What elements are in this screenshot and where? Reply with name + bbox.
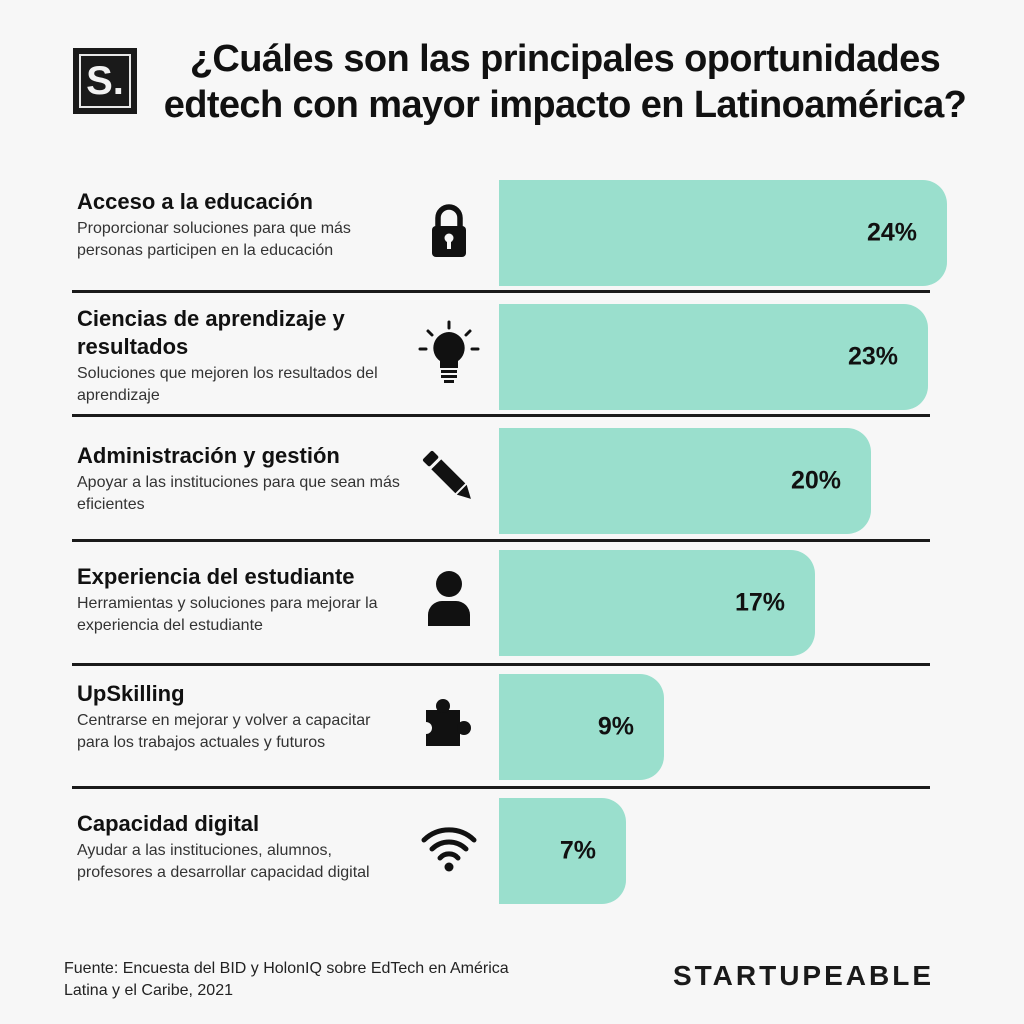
category-text: UpSkilling Centrarse en mejorar y volver…: [77, 680, 402, 754]
bar-value-label: 20%: [790, 466, 841, 495]
bar-value-label: 7%: [559, 836, 596, 865]
brand-wordmark: STARTUPEABLE: [672, 960, 934, 991]
category-description: Herramientas y soluciones para mejorar l…: [77, 595, 378, 634]
bar: 7%: [499, 798, 626, 904]
puzzle-piece-icon: [414, 690, 484, 760]
wifi-icon: [414, 814, 484, 884]
category-title: Acceso a la educación: [77, 189, 313, 214]
bar: 20%: [499, 428, 871, 534]
category-description: Centrarse en mejorar y volver a capacita…: [77, 712, 371, 751]
category-title: Experiencia del estudiante: [77, 564, 355, 589]
row-divider: [72, 539, 930, 542]
category-text: Ciencias de aprendizaje y resultados Sol…: [77, 305, 402, 407]
lightbulb-icon: [414, 319, 484, 389]
source-note: Fuente: Encuesta del BID y HolonIQ sobre…: [64, 960, 509, 999]
category-title: Administración y gestión: [77, 443, 340, 468]
row-divider: [72, 290, 930, 293]
category-text: Experiencia del estudiante Herramientas …: [77, 563, 402, 637]
row-divider: [72, 663, 930, 666]
category-title: UpSkilling: [77, 681, 185, 706]
bar-value-label: 23%: [847, 342, 898, 371]
category-description: Apoyar a las instituciones para que sean…: [77, 474, 400, 513]
user-icon: [414, 564, 484, 634]
bar-value-label: 17%: [734, 588, 785, 617]
category-text: Capacidad digital Ayudar a las instituci…: [77, 810, 402, 884]
category-title: Capacidad digital: [77, 811, 260, 836]
bar-value-label: 9%: [597, 712, 634, 741]
bar: 9%: [499, 674, 664, 780]
title-line-2: edtech con mayor impacto en Latinoaméric…: [163, 84, 967, 126]
row-divider: [72, 786, 930, 789]
bar-value-label: 24%: [866, 218, 917, 247]
bar: 17%: [499, 550, 815, 656]
pencil-icon: [414, 442, 484, 512]
title-line-1: ¿Cuáles son las principales oportunidade…: [189, 38, 941, 80]
chart-title: ¿Cuáles son las principales oportunidade…: [150, 36, 980, 128]
category-description: Soluciones que mejoren los resultados de…: [77, 365, 378, 404]
category-text: Acceso a la educación Proporcionar soluc…: [77, 188, 402, 262]
row-divider: [72, 414, 930, 417]
bar: 23%: [499, 304, 928, 410]
padlock-icon: [414, 196, 484, 266]
category-description: Ayudar a las instituciones, alumnos, pro…: [77, 842, 370, 881]
category-text: Administración y gestión Apoyar a las in…: [77, 442, 402, 516]
category-title: Ciencias de aprendizaje y resultados: [77, 306, 345, 359]
startupeable-logo: S.: [73, 48, 137, 114]
category-description: Proporcionar soluciones para que más per…: [77, 220, 351, 259]
logo-text: S.: [79, 54, 131, 108]
bar: 24%: [499, 180, 947, 286]
